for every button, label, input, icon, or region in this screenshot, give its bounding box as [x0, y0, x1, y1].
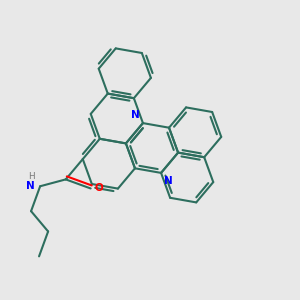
Text: H: H — [28, 172, 35, 181]
Text: N: N — [164, 176, 173, 186]
Text: O: O — [94, 184, 103, 194]
Text: N: N — [131, 110, 140, 120]
Text: N: N — [26, 181, 35, 191]
